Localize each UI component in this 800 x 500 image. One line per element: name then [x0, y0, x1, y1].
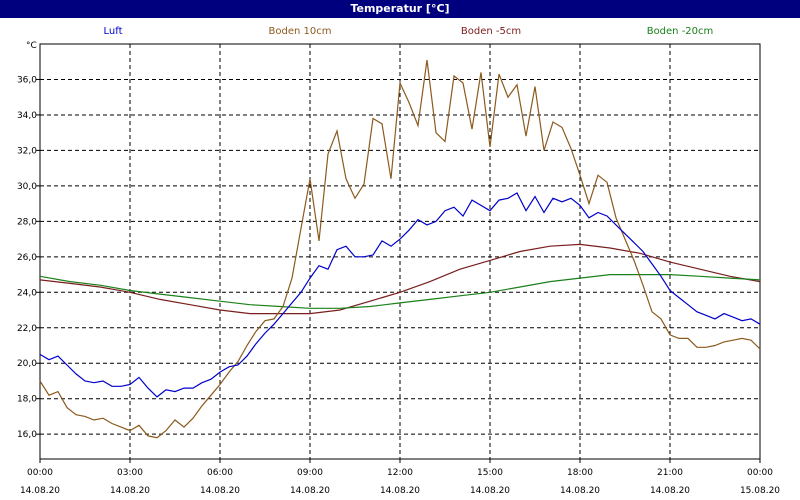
x-tick-time: 12:00: [387, 468, 413, 478]
series-lines: [39, 59, 761, 439]
chart-background: [0, 18, 800, 500]
y-axis-unit: °C: [26, 41, 37, 51]
x-axis-ticks: 00:00 14.08.20 03:00 14.08.20 06:00 14.08.20 0…: [20, 459, 780, 496]
legend-entry: Boden -20cm: [647, 26, 714, 37]
y-tick-label: 32,0: [17, 146, 37, 156]
y-tick-label: 34,0: [17, 111, 37, 121]
y-tick-label: 20,0: [17, 359, 37, 369]
x-tick-date: 15.08.20: [740, 486, 780, 496]
x-tick-time: 03:00: [117, 468, 143, 478]
y-tick-label: 26,0: [17, 253, 37, 263]
y-tick-label: 36,0: [17, 75, 37, 85]
title-bar: Temperatur [°C]: [0, 0, 800, 18]
y-tick-label: 16,0: [17, 430, 37, 440]
x-tick-time: 21:00: [657, 468, 683, 478]
series-line-1: [39, 192, 761, 398]
x-tick-date: 14.08.20: [290, 486, 330, 496]
series-line-2: [39, 59, 761, 439]
series-line-4: [39, 274, 761, 309]
grid: [40, 44, 760, 459]
legend-entry: Boden 10cm: [269, 26, 332, 37]
x-tick-time: 00:00: [747, 468, 773, 478]
x-tick-date: 14.08.20: [110, 486, 150, 496]
y-tick-label: 24,0: [17, 288, 37, 298]
x-tick-date: 14.08.20: [20, 486, 60, 496]
y-tick-label: 28,0: [17, 217, 37, 227]
legend-entry: Luft: [104, 26, 123, 37]
x-tick-time: 18:00: [567, 468, 593, 478]
legend-entry: Boden -5cm: [461, 26, 521, 37]
x-tick-date: 14.08.20: [560, 486, 600, 496]
x-tick-time: 09:00: [297, 468, 323, 478]
y-tick-label: 22,0: [17, 324, 37, 334]
series-line-3: [39, 243, 761, 315]
x-tick-time: 06:00: [207, 468, 233, 478]
window-title: Temperatur [°C]: [350, 2, 450, 15]
x-tick-date: 14.08.20: [200, 486, 240, 496]
legend: Luft Boden 10cm Boden -5cm Boden -20cm: [104, 26, 714, 37]
y-tick-label: 30,0: [17, 182, 37, 192]
y-tick-label: 18,0: [17, 395, 37, 405]
x-tick-date: 14.08.20: [650, 486, 690, 496]
x-tick-date: 14.08.20: [470, 486, 510, 496]
x-tick-time: 15:00: [477, 468, 503, 478]
x-tick-date: 14.08.20: [380, 486, 420, 496]
y-axis-ticks: 16,0 18,0 20,0 22,0 24,0 26,0 28,0 30,0 32,0 34,0…: [17, 75, 40, 440]
x-tick-time: 00:00: [27, 468, 53, 478]
